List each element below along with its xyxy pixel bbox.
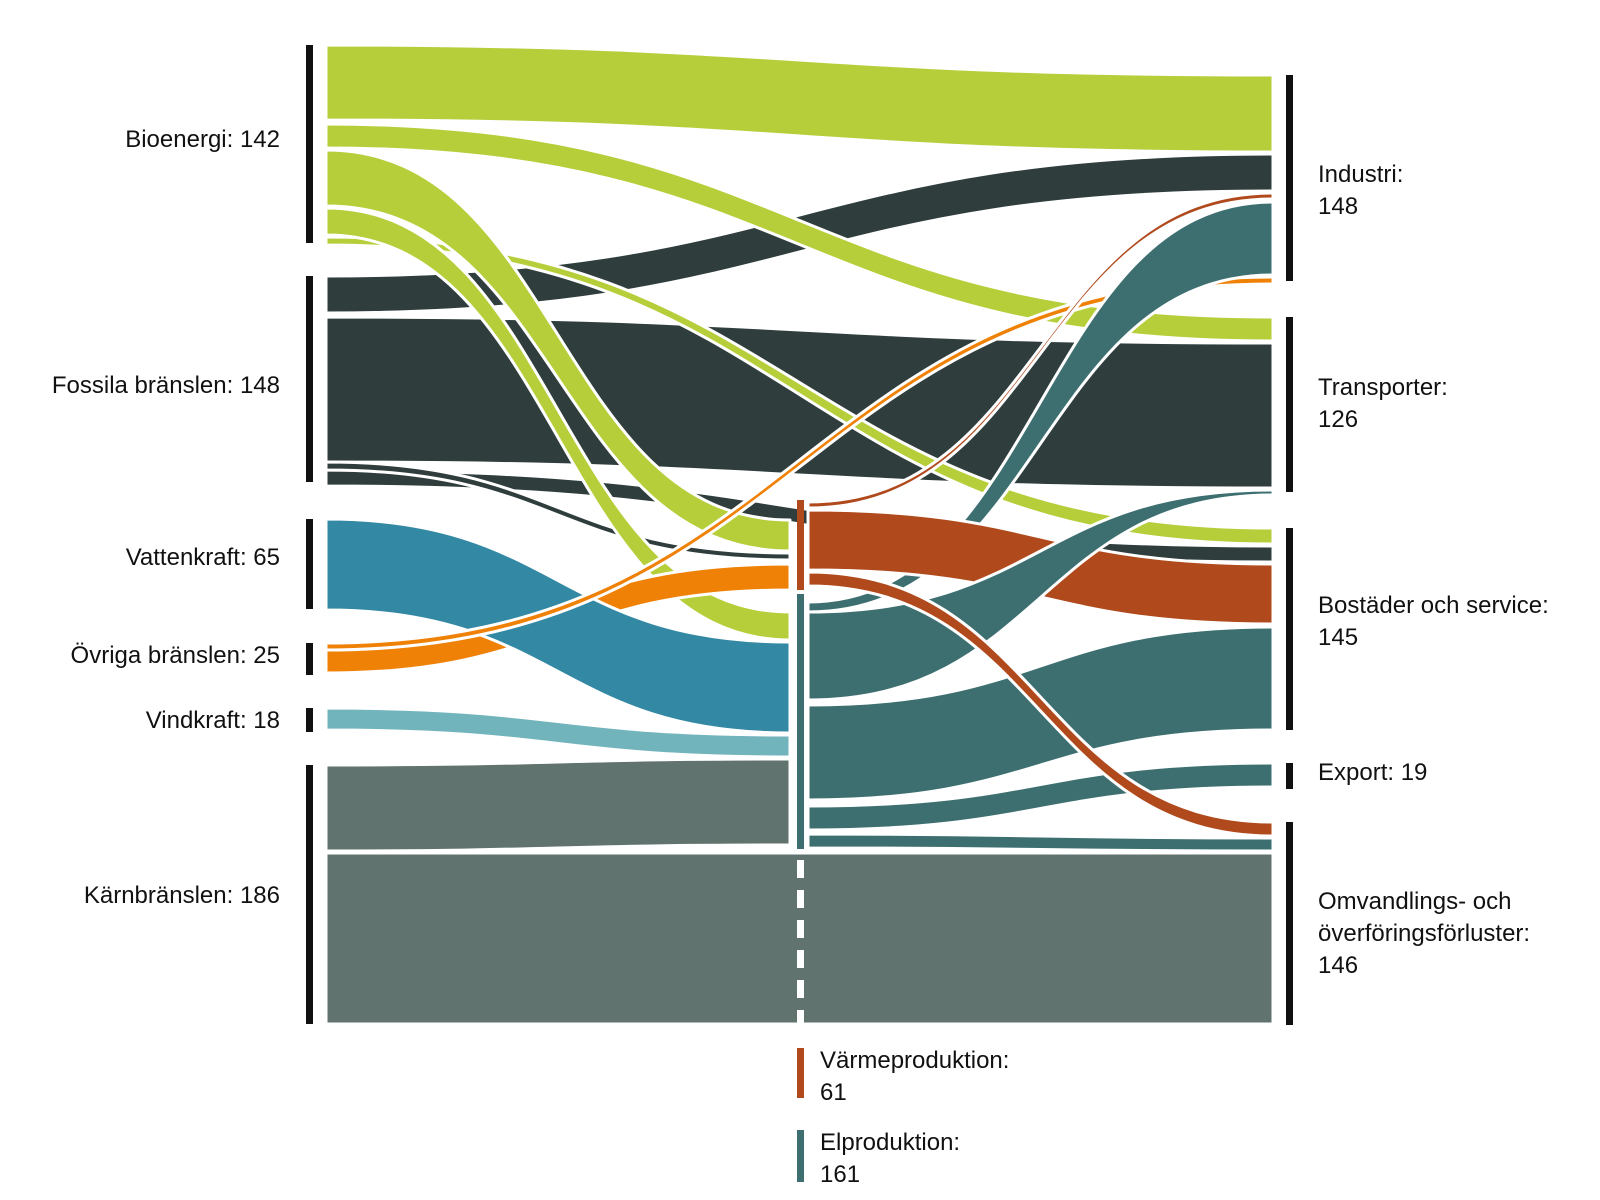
hub-dashed-segment xyxy=(797,980,804,998)
node-bar-karnbransle xyxy=(306,765,313,1024)
legend-varme-name: Värmeproduktion: xyxy=(820,1047,1010,1074)
target-transporter-name: Transporter: xyxy=(1318,374,1448,401)
flow-bioenergi-el xyxy=(324,206,792,642)
node-bar-ovriga xyxy=(306,643,313,675)
legend-swatch-varmeproduktion xyxy=(797,1048,804,1098)
legend-swatch-elproduktion xyxy=(797,1130,804,1182)
source-label-karnbranslen: Kärnbränslen: 186 xyxy=(83,882,280,909)
source-label-fossila-branslen: Fossila bränslen: 148 xyxy=(51,372,280,399)
flow-ovriga-industri xyxy=(324,275,1275,652)
flow-fossila-varme xyxy=(324,460,792,562)
source-label-vattenkraft: Vattenkraft: 65 xyxy=(125,544,280,571)
legend-label-varmeproduktion: Värmeproduktion: 61 xyxy=(820,1045,1009,1109)
flow-el-transporter xyxy=(806,488,1275,702)
target-label-industri: Industri: 148 xyxy=(1318,159,1403,223)
node-bar-vindkraft xyxy=(306,708,313,732)
node-bar-industri xyxy=(1286,75,1293,281)
target-industri-value: 148 xyxy=(1318,193,1359,220)
flow-el-bostader xyxy=(806,625,1275,802)
source-label-ovriga-branslen: Övriga bränslen: 25 xyxy=(70,642,280,669)
legend-el-name: Elproduktion: xyxy=(820,1129,961,1156)
flow-karnbransle-forluster xyxy=(324,851,1275,1026)
target-bostader-name: Bostäder och service: xyxy=(1318,592,1549,619)
node-bar-transporter xyxy=(1286,317,1293,492)
node-bar-fossila xyxy=(306,276,313,482)
target-label-bostader: Bostäder och service: 145 xyxy=(1318,590,1549,654)
hub-varmeproduktion-bar xyxy=(797,500,804,590)
target-bostader-value: 145 xyxy=(1318,624,1359,651)
hub-dashed-segment xyxy=(797,920,804,938)
legend-label-elproduktion: Elproduktion: 161 xyxy=(820,1127,960,1191)
legend-el-value: 161 xyxy=(820,1161,861,1188)
flow-varme-forluster xyxy=(806,570,1275,838)
node-bar-vattenkraft xyxy=(306,519,313,609)
flow-vindkraft-el xyxy=(324,706,792,759)
node-bar-bostader xyxy=(1286,528,1293,730)
hub-dashed-segment xyxy=(797,890,804,908)
target-omvandling-name: Omvandlings- och xyxy=(1318,888,1512,915)
source-label-vindkraft: Vindkraft: 18 xyxy=(145,707,280,734)
flow-bioenergi-varme xyxy=(324,148,792,553)
node-bar-bioenergi xyxy=(306,45,313,243)
target-label-transporter: Transporter: 126 xyxy=(1318,372,1448,436)
flows xyxy=(324,43,1275,1026)
flow-bioenergi-bostader xyxy=(324,235,1275,546)
target-label-omvandling: Omvandlings- och överföringsförluster: 1… xyxy=(1318,886,1530,982)
source-label-bioenergi: Bioenergi: 142 xyxy=(125,126,280,153)
flow-bioenergi-industri xyxy=(324,43,1275,154)
flow-el-forluster xyxy=(806,832,1275,853)
target-omvandling-name2: överföringsförluster: xyxy=(1318,920,1531,947)
node-bar-forluster xyxy=(1286,822,1293,1025)
target-label-export: Export: 19 xyxy=(1318,759,1428,786)
hub-dashed-segment xyxy=(797,860,804,878)
node-bars xyxy=(306,45,1293,1182)
node-bar-export xyxy=(1286,763,1293,789)
flow-varme-industri xyxy=(806,191,1275,510)
hub-dashed-segment xyxy=(797,950,804,968)
hub-elproduktion-bar xyxy=(797,594,804,849)
flow-karnbransle-el xyxy=(324,757,792,853)
target-omvandling-value: 146 xyxy=(1318,952,1359,979)
target-industri-name: Industri: xyxy=(1318,161,1404,188)
target-transporter-value: 126 xyxy=(1318,406,1359,433)
flow-el-export xyxy=(806,761,1275,832)
hub-dashed-segment xyxy=(797,1010,804,1028)
legend-varme-value: 61 xyxy=(820,1079,847,1106)
flow-bioenergi-transporter xyxy=(324,122,1275,343)
